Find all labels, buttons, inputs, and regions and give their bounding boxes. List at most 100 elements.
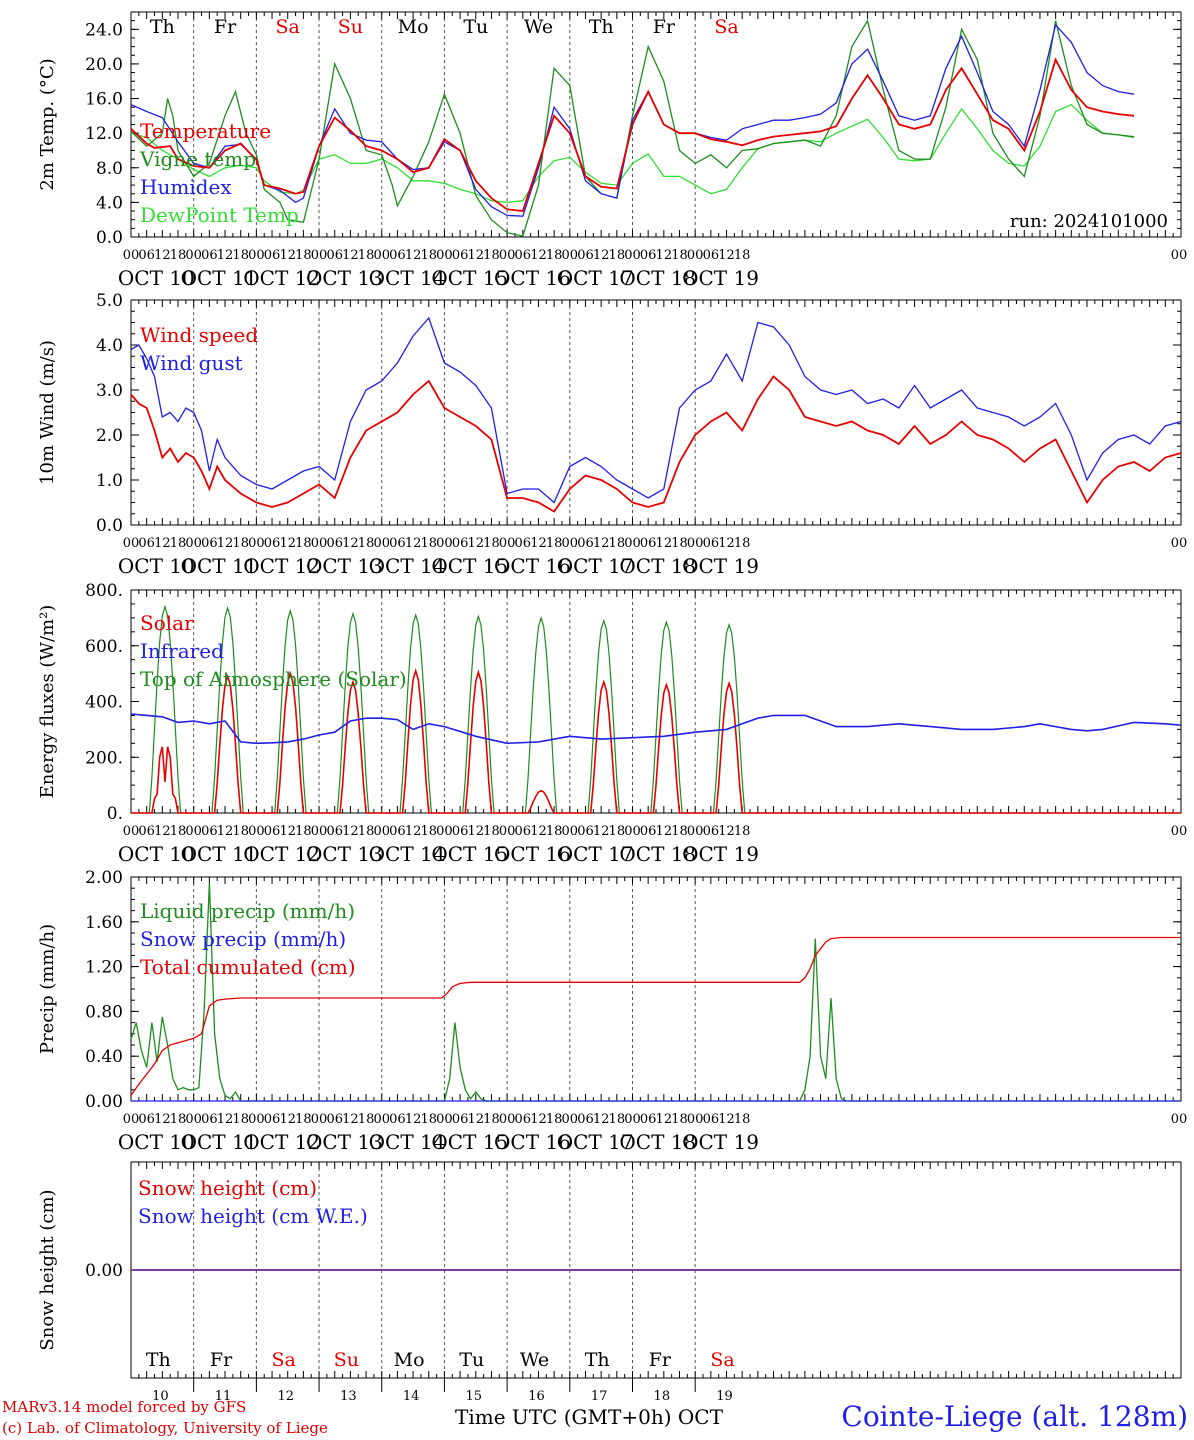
panel-2-hour-label: 00 [436, 536, 453, 551]
day-number-label: 17 [591, 1389, 608, 1404]
panel-1-hour-label: 12 [154, 248, 171, 263]
weekday-label-top: We [524, 16, 553, 38]
day-number-label: 15 [466, 1389, 483, 1404]
panel-4-hour-label: 00 [687, 1112, 704, 1127]
panel-3-hour-label: 00 [185, 824, 202, 839]
panel-2-hour-label: 00 [499, 536, 516, 551]
panel-3-legend-entry: Infrared [140, 639, 224, 663]
panel-3-hour-label: 06 [138, 824, 155, 839]
panel-1-y-tick-label: 12.0 [85, 124, 123, 144]
panel-1-hour-label: 00 [1171, 248, 1188, 263]
panel-3-date-label: OCT 10 [118, 842, 195, 866]
panel-3-hour-label: 18 [420, 824, 437, 839]
panel-1-date-label: OCT 13 [306, 266, 383, 290]
panel-1-hour-label: 00 [436, 248, 453, 263]
panel-3-y-tick-label: 400. [85, 693, 123, 713]
panel-2-date-label: OCT 10 [118, 554, 195, 578]
panel-3-hour-label: 06 [264, 824, 281, 839]
panel-4-hour-label: 00 [248, 1112, 265, 1127]
panel-4-date-label: OCT 15 [431, 1130, 508, 1154]
panel-2-y-tick-label: 4.0 [96, 336, 123, 356]
panel-1-hour-label: 12 [217, 248, 234, 263]
panel-1-y-tick-label: 8.0 [96, 159, 123, 179]
panel-3-hour-label: 00 [373, 824, 390, 839]
panel-1-hour-label: 18 [609, 248, 626, 263]
panel-4-hour-label: 18 [609, 1112, 626, 1127]
weekday-label-bottom: Sa [272, 1349, 296, 1371]
panel-1-hour-label: 12 [279, 248, 296, 263]
series-line-solar [131, 667, 1181, 814]
panel-3-hour-label: 12 [468, 824, 485, 839]
panel-2-hour-label: 00 [562, 536, 579, 551]
panel-4-hour-label: 12 [468, 1112, 485, 1127]
panel-2-date-label: OCT 19 [682, 554, 759, 578]
panel-3-hour-label: 12 [718, 824, 735, 839]
panel-1-hour-label: 18 [734, 248, 751, 263]
panel-2-hour-label: 12 [217, 536, 234, 551]
panel-4-hour-label: 18 [295, 1112, 312, 1127]
panel-1-hour-label: 06 [703, 248, 720, 263]
panel-2-date-label: OCT 15 [431, 554, 508, 578]
panel-4-hour-label: 00 [1171, 1112, 1188, 1127]
panel-1-hour-label: 06 [138, 248, 155, 263]
panel-3-hour-label: 00 [1171, 824, 1188, 839]
panel-4-hour-label: 06 [326, 1112, 343, 1127]
panel-4-hour-label: 12 [342, 1112, 359, 1127]
panel-3-hour-label: 06 [577, 824, 594, 839]
panel-4-hour-label: 18 [170, 1112, 187, 1127]
weekday-label-top: Sa [276, 16, 300, 38]
weekday-label-top: Th [589, 16, 614, 38]
panel-3-hour-label: 06 [389, 824, 406, 839]
weekday-label-top: Mo [398, 16, 429, 38]
panel-3-y-axis-label: Energy fluxes (W/m²) [37, 605, 58, 799]
panel-3-y-tick-label: 200. [85, 748, 123, 768]
panel-3-hour-label: 06 [703, 824, 720, 839]
panel-4-hour-label: 06 [138, 1112, 155, 1127]
panel-3-legend-entry: Top of Atmosphere (Solar) [140, 667, 407, 691]
run-annotation: run: 2024101000 [1010, 211, 1168, 232]
weekday-label-bottom: Th [585, 1349, 610, 1371]
panel-5-legend-entry: Snow height (cm) [138, 1176, 317, 1200]
series-line-temperature [130, 57, 1135, 212]
panel-2-hour-label: 06 [577, 536, 594, 551]
panel-3-hour-label: 06 [515, 824, 532, 839]
panel-4-hour-label: 18 [358, 1112, 375, 1127]
panel-4-date-label: OCT 16 [494, 1130, 571, 1154]
panel-4-y-tick-label: 0.40 [85, 1047, 123, 1067]
panel-2-hour-label: 18 [609, 536, 626, 551]
panel-1-hour-label: 00 [624, 248, 641, 263]
panel-3-hour-label: 12 [656, 824, 673, 839]
panel-2-date-label: OCT 14 [369, 554, 446, 578]
panel-4-hour-label: 06 [452, 1112, 469, 1127]
panel-1-hour-label: 18 [232, 248, 249, 263]
series-line-wind-speed [130, 375, 1182, 513]
panel-2-date-label: OCT 16 [494, 554, 571, 578]
panel-3-hour-label: 18 [609, 824, 626, 839]
day-number-label: 16 [528, 1389, 545, 1404]
panel-3-hour-label: 12 [405, 824, 422, 839]
panel-1-hour-label: 00 [123, 248, 140, 263]
weekday-label-bottom: Sa [710, 1349, 734, 1371]
panel-4-hour-label: 00 [562, 1112, 579, 1127]
panel-1-y-axis-label: 2m Temp. (°C) [37, 58, 58, 190]
panel-1-hour-label: 00 [248, 248, 265, 263]
panel-3-date-label: OCT 13 [306, 842, 383, 866]
panel-2-y-axis-label: 10m Wind (m/s) [37, 340, 58, 485]
panel-4-hour-label: 12 [279, 1112, 296, 1127]
panel-1-hour-label: 06 [577, 248, 594, 263]
weekday-label-top: Fr [214, 16, 237, 38]
panel-4-y-tick-label: 2.00 [85, 868, 123, 888]
weekday-label-bottom: Tu [459, 1349, 484, 1371]
panel-2-hour-label: 00 [687, 536, 704, 551]
panel-4-hour-label: 00 [436, 1112, 453, 1127]
panel-3-hour-label: 06 [452, 824, 469, 839]
panel-4-legend-entry: Snow precip (mm/h) [140, 927, 346, 951]
panel-3-hour-label: 18 [295, 824, 312, 839]
panel-3-hour-label: 00 [499, 824, 516, 839]
panel-2-date-label: OCT 18 [619, 554, 696, 578]
panel-4-hour-label: 12 [217, 1112, 234, 1127]
panel-1-hour-label: 12 [468, 248, 485, 263]
panel-1-hour-label: 18 [671, 248, 688, 263]
day-number-label: 10 [152, 1389, 169, 1404]
panel-2-y-tick-label: 0.0 [96, 516, 123, 536]
